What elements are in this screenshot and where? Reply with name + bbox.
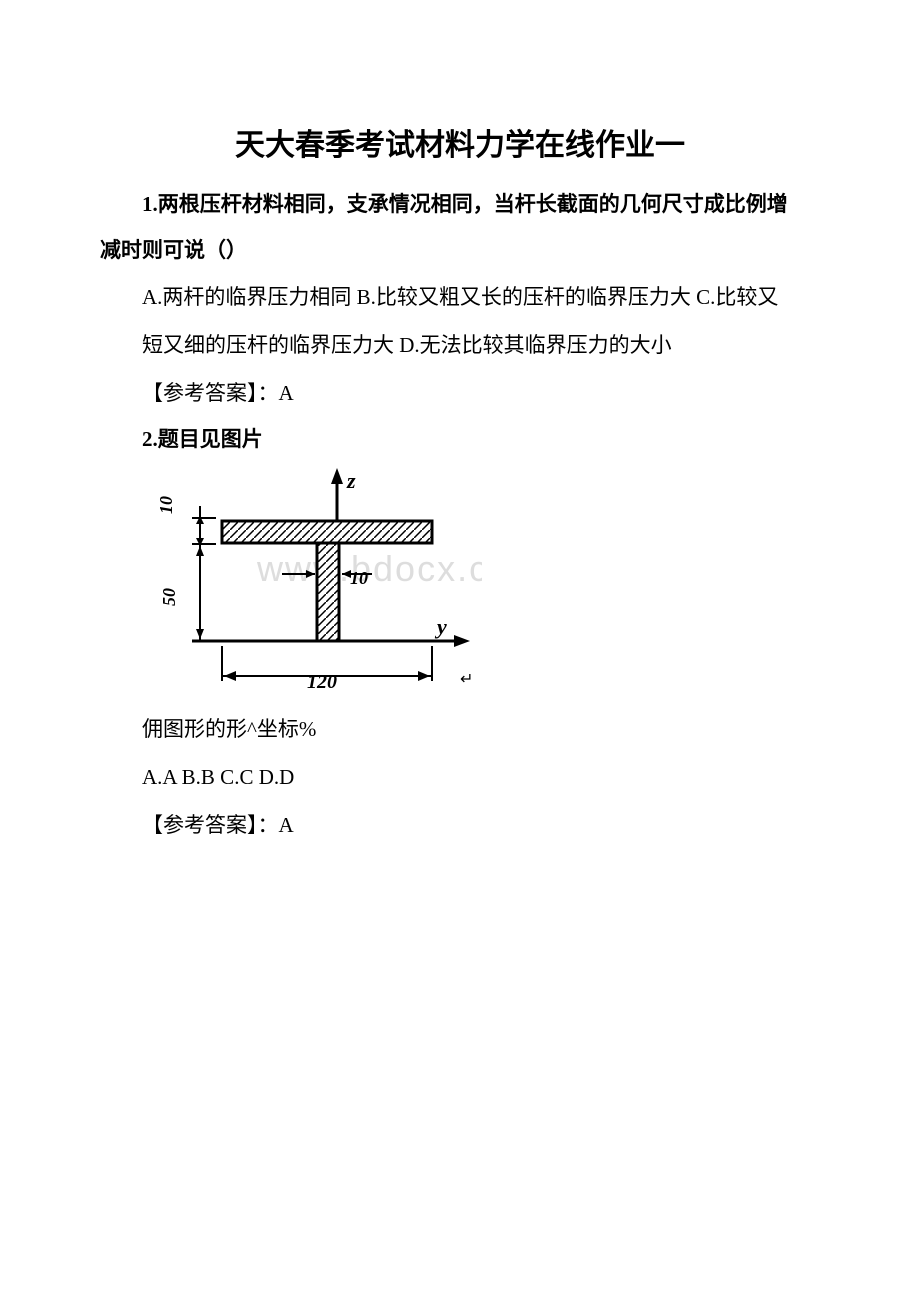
question-2-caption: 佣图形的形^坐标%	[142, 711, 820, 749]
svg-text:y: y	[434, 614, 447, 639]
svg-text:10: 10	[350, 568, 368, 588]
svg-text:z: z	[346, 468, 356, 493]
svg-text:120: 120	[307, 671, 337, 693]
question-1-answer: 【参考答案】：A	[100, 375, 820, 413]
t-section-diagram: www.bdocx.com z y 10	[142, 466, 482, 701]
watermark-text: www.bdocx.com	[256, 548, 482, 589]
question-1-options-line1: A.两杆的临界压力相同 B.比较又粗又长的压杆的临界压力大 C.比较又	[100, 279, 820, 317]
svg-text:50: 50	[159, 588, 179, 606]
question-1-heading-line1: 1.两根压杆材料相同，支承情况相同，当杆长截面的几何尺寸成比例增	[100, 188, 820, 222]
page-title: 天大春季考试材料力学在线作业一	[100, 120, 820, 164]
question-2-heading: 2.题目见图片	[100, 423, 820, 457]
question-1-heading-line2: 减时则可说（）	[100, 232, 820, 270]
question-2-answer: 【参考答案】：A	[142, 807, 820, 845]
question-2-diagram: www.bdocx.com z y 10	[142, 466, 482, 701]
svg-text:10: 10	[156, 496, 176, 514]
question-1-options-line2: 短又细的压杆的临界压力大 D.无法比较其临界压力的大小	[100, 327, 820, 365]
svg-text:↵: ↵	[460, 671, 473, 688]
question-2-options: A.A B.B C.C D.D	[142, 759, 820, 797]
